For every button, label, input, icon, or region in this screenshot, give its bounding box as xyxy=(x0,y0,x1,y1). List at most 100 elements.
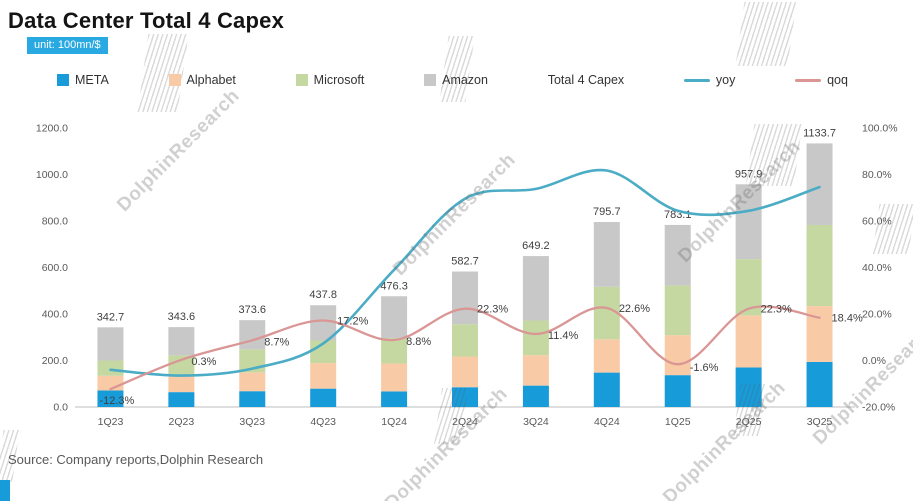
bar-segment-alphabet xyxy=(735,315,762,368)
y-axis-left-tick: 600.0 xyxy=(42,262,68,274)
qoq-point-label: 8.7% xyxy=(264,336,289,348)
unit-badge: unit: 100mn/$ xyxy=(27,37,108,54)
bar-segment-amazon xyxy=(452,271,478,325)
total-data-label: 649.2 xyxy=(522,240,550,252)
y-axis-left-tick: 1200.0 xyxy=(36,123,68,135)
page-title: Data Center Total 4 Capex xyxy=(8,8,285,33)
qoq-point-label: 22.6% xyxy=(619,303,650,315)
legend-label: Alphabet xyxy=(186,73,236,87)
legend-label: META xyxy=(75,73,109,87)
bar-segment-meta xyxy=(239,391,266,407)
bar-segment-meta xyxy=(381,391,408,407)
bar-segment-meta xyxy=(310,388,337,407)
x-axis-label: 1Q23 xyxy=(98,416,124,428)
y-axis-left-tick: 1000.0 xyxy=(36,169,68,181)
bar-segment-amazon xyxy=(664,224,691,286)
bar-segment-microsoft xyxy=(522,320,549,356)
total-data-label: 342.7 xyxy=(97,311,125,323)
legend-item-microsoft: Microsoft xyxy=(295,73,365,87)
legend-item-qoq: qoq xyxy=(795,73,848,87)
bar-segment-amazon xyxy=(97,327,124,361)
x-axis-label: 4Q23 xyxy=(310,416,336,428)
legend-label: Microsoft xyxy=(313,73,365,87)
x-axis-label: 4Q24 xyxy=(594,416,620,428)
bar-segment-amazon xyxy=(806,143,833,225)
qoq-line xyxy=(109,305,821,391)
corner-accent-mark xyxy=(0,480,10,501)
x-axis-label: 3Q23 xyxy=(239,416,265,428)
bar-segment-microsoft xyxy=(97,360,124,376)
bar-segment-meta xyxy=(664,375,691,407)
yoy-line xyxy=(109,168,821,377)
legend-item-meta: META xyxy=(57,73,109,87)
legend-item-alphabet: Alphabet xyxy=(168,73,236,87)
y-axis-right-tick: 40.0% xyxy=(862,262,892,274)
qoq-point-label: 22.3% xyxy=(477,304,508,316)
bar-segment-microsoft xyxy=(452,324,478,357)
watermark-bars-icon xyxy=(735,2,797,66)
x-axis-label: 2Q24 xyxy=(452,416,478,428)
legend-label: Total 4 Capex xyxy=(547,73,625,87)
legend-swatch-icon xyxy=(295,74,308,86)
x-axis-label: 3Q24 xyxy=(523,416,549,428)
legend-swatch-icon xyxy=(168,74,181,86)
total-data-label: 343.6 xyxy=(168,311,196,323)
qoq-point-label: -12.3% xyxy=(99,395,134,407)
bar-segment-microsoft xyxy=(310,340,337,364)
qoq-point-label: -1.6% xyxy=(690,362,719,374)
bar-segment-amazon xyxy=(381,296,408,338)
y-axis-left-tick: 400.0 xyxy=(42,309,68,321)
bar-segment-alphabet xyxy=(381,363,408,392)
total-data-label: 437.8 xyxy=(309,289,337,301)
x-axis-label: 3Q25 xyxy=(807,416,833,428)
bar-segment-amazon xyxy=(239,320,266,350)
bar-segment-meta xyxy=(168,392,195,407)
y-axis-right-tick: 60.0% xyxy=(862,216,892,228)
bar-segment-microsoft xyxy=(806,224,833,307)
x-axis-label: 1Q25 xyxy=(665,416,691,428)
chart-legend: META Alphabet Microsoft Amazon Total 4 Capex… xyxy=(57,73,848,87)
bar-segment-amazon xyxy=(310,305,337,341)
source-note: Source: Company reports,Dolphin Research xyxy=(8,452,264,467)
bar-segment-alphabet xyxy=(310,363,337,389)
total-data-label: 373.6 xyxy=(239,304,267,316)
total-data-label: 582.7 xyxy=(451,256,479,268)
bar-segment-meta xyxy=(806,361,833,407)
bar-segment-alphabet xyxy=(239,372,266,392)
legend-swatch-icon xyxy=(424,74,437,86)
bar-segment-alphabet xyxy=(168,376,195,393)
bar-segment-meta xyxy=(522,385,549,407)
qoq-point-label: 8.8% xyxy=(406,336,431,348)
bar-segment-alphabet xyxy=(664,335,691,376)
qoq-point-label: 11.4% xyxy=(548,330,579,342)
bar-segment-microsoft xyxy=(168,355,195,377)
bar-segment-meta xyxy=(593,372,620,407)
legend-label: qoq xyxy=(827,73,848,87)
total-data-label: 795.7 xyxy=(593,206,621,218)
x-axis-label: 1Q24 xyxy=(381,416,407,428)
bar-segment-alphabet xyxy=(593,339,620,373)
y-axis-right-tick: 20.0% xyxy=(862,309,892,321)
legend-line-icon xyxy=(795,78,822,82)
bar-segment-amazon xyxy=(522,256,549,321)
legend-line-icon xyxy=(683,78,710,82)
y-axis-left-tick: 0.0 xyxy=(53,402,68,414)
y-axis-right-tick: 100.0% xyxy=(862,123,898,135)
y-axis-left-tick: 800.0 xyxy=(42,216,68,228)
bar-segment-amazon xyxy=(593,221,620,287)
legend-item-total-4-capex: Total 4 Capex xyxy=(548,73,624,87)
bar-segment-meta xyxy=(452,387,478,407)
y-axis-right-tick: 0.0% xyxy=(862,355,886,367)
bar-segment-alphabet xyxy=(522,355,549,386)
legend-item-amazon: Amazon xyxy=(424,73,488,87)
bar-segment-amazon xyxy=(735,184,762,260)
x-axis-label: 2Q25 xyxy=(736,416,762,428)
bar-segment-meta xyxy=(735,367,762,407)
qoq-point-label: 17.2% xyxy=(337,316,368,328)
bar-segment-meta xyxy=(97,390,124,407)
y-axis-right-tick: -20.0% xyxy=(862,402,895,414)
total-data-label: 957.9 xyxy=(735,168,763,180)
x-axis-label: 2Q23 xyxy=(169,416,195,428)
legend-label: yoy xyxy=(715,73,736,87)
